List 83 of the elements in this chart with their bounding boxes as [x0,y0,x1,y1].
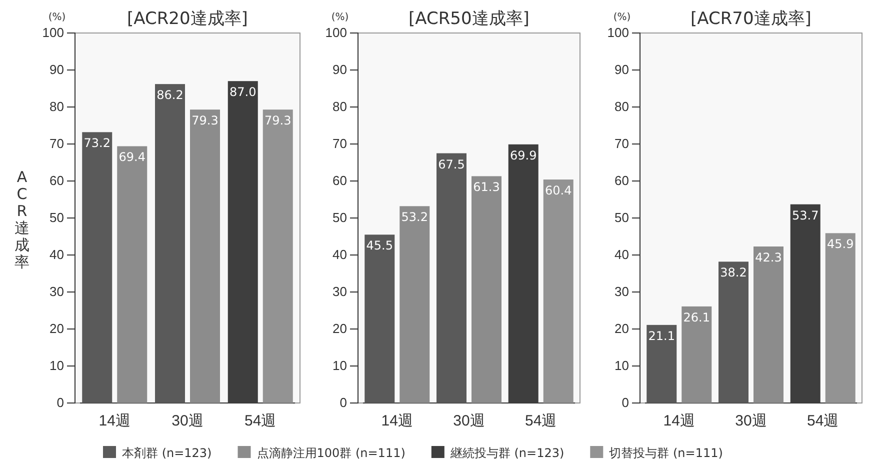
bar [155,84,185,403]
legend-label: 継続投与群 (n=123) [449,446,564,460]
y-tick-label: 50 [50,210,64,226]
data-label: 60.4 [545,184,572,198]
y-tick-label: 40 [332,247,347,262]
x-tick-label: 14週 [663,412,695,430]
y-tick-label: 20 [614,321,629,336]
x-tick-label: 30週 [172,412,204,430]
y-tick-label: 70 [332,136,347,152]
chart-title: [ACR70達成率] [690,9,812,29]
data-label: 26.1 [683,310,710,324]
legend-label: 本剤群 (n=123) [122,446,212,460]
bar [718,262,748,403]
x-tick-label: 54週 [244,412,276,430]
legend-label: 点滴静注用100群 (n=111) [256,446,406,460]
bar [82,132,112,403]
y-tick-label: 100 [607,25,629,40]
data-label: 69.4 [118,150,146,164]
y-tick-label: 90 [332,62,347,78]
x-tick-label: 14週 [98,412,130,430]
data-label: 38.2 [720,266,747,280]
x-tick-label: 30週 [453,412,485,430]
y-tick-label: 40 [50,247,64,262]
y-tick-label: 70 [50,136,64,152]
y-tick-label: 100 [325,25,347,40]
x-tick-label: 30週 [735,412,767,430]
y-tick-label: 60 [50,173,64,188]
x-tick-label: 54週 [525,412,557,430]
y-tick-label: 30 [50,284,64,300]
bar [190,110,220,403]
bar [754,246,784,403]
data-label: 45.5 [366,238,393,253]
data-label: 69.9 [510,148,537,162]
data-label: 21.1 [648,328,675,343]
y-tick-label: 30 [614,284,629,300]
bar [682,306,712,403]
y-tick-label: 70 [614,136,629,152]
y-tick-label: 80 [332,99,347,114]
y-tick-label: 10 [50,358,64,374]
y-tick-label: 50 [614,210,629,226]
y-tick-label: 20 [332,321,347,336]
y-tick-label: 50 [332,210,347,226]
data-label: 67.5 [438,157,465,172]
y-tick-label: 10 [332,358,347,374]
text: (%) [331,12,349,23]
y-tick-label: 80 [50,99,64,114]
data-label: 73.2 [84,136,110,150]
data-label: 61.3 [473,180,500,194]
data-label: 53.2 [401,210,428,224]
chart-title: [ACR20達成率] [127,9,248,29]
text: (%) [48,12,66,23]
x-tick-label: 14週 [381,412,413,430]
data-label: 79.3 [192,114,218,128]
data-label: 87.0 [230,85,256,100]
bar [472,176,502,403]
y-tick-label: 0 [56,395,64,410]
y-tick-label: 40 [614,247,629,262]
y-tick-label: 10 [614,358,629,374]
x-tick-label: 54週 [807,412,839,430]
data-label: 45.9 [827,237,854,252]
legend-label: 切替投与群 (n=111) [609,446,723,460]
data-label: 86.2 [156,88,184,102]
bar [646,324,677,403]
y-tick-label: 20 [50,321,64,336]
y-tick-label: 100 [42,25,64,40]
chart-title: [ACR50達成率] [408,9,530,29]
y-axis-title: ACR達成率 [14,168,30,271]
text: (%) [613,12,631,23]
y-tick-label: 90 [614,62,629,78]
bar [364,234,395,403]
y-tick-label: 0 [340,395,347,410]
bar [436,153,466,403]
data-label: 79.3 [264,114,292,128]
bar [400,206,430,403]
bar [117,146,148,403]
y-tick-label: 80 [614,99,629,114]
y-tick-label: 30 [332,284,347,300]
y-tick-label: 60 [614,173,629,188]
data-label: 42.3 [755,250,782,264]
y-tick-label: 90 [50,62,64,78]
y-tick-label: 0 [622,395,629,410]
y-tick-label: 60 [332,173,347,188]
data-label: 53.7 [792,208,819,222]
